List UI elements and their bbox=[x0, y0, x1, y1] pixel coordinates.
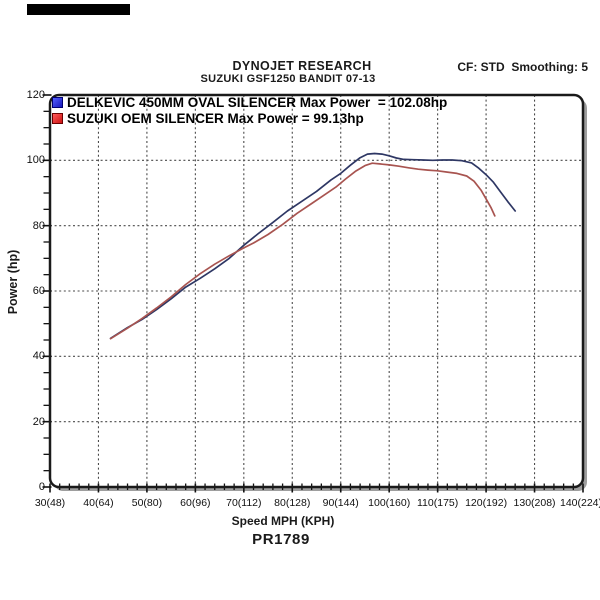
chart-title: DYNOJET RESEARCH bbox=[232, 59, 372, 73]
legend-item-oem: SUZUKI OEM SILENCER Max Power = 99.13hp bbox=[52, 111, 364, 126]
x-tick-label: 30(48) bbox=[34, 497, 66, 509]
delkevic-legend-swatch bbox=[52, 97, 63, 108]
x-tick-label: 100(160) bbox=[368, 497, 411, 509]
legend-item-delkevic: DELKEVIC 450MM OVAL SILENCER Max Power =… bbox=[52, 95, 447, 110]
cf-smoothing-label: CF: STD Smoothing: 5 bbox=[457, 60, 588, 74]
y-tick-label: 20 bbox=[32, 415, 45, 428]
y-tick-label: 80 bbox=[32, 219, 45, 232]
y-tick-label: 0 bbox=[38, 481, 45, 493]
x-tick-label: 130(208) bbox=[513, 497, 556, 509]
oem-curve bbox=[109, 162, 496, 340]
x-tick-label: 140(224) bbox=[559, 497, 600, 509]
x-tick-label: 120(192) bbox=[465, 497, 508, 509]
x-tick-label: 60(96) bbox=[180, 497, 211, 509]
x-tick-label: 80(128) bbox=[274, 497, 311, 509]
x-tick-label: 40(64) bbox=[83, 497, 114, 509]
y-tick-label: 100 bbox=[26, 154, 45, 167]
plot-frame bbox=[48, 93, 585, 489]
run-id: PR1789 bbox=[252, 531, 310, 548]
y-axis-title: Power (hp) bbox=[6, 249, 20, 315]
chart-subtitle: SUZUKI GSF1250 BANDIT 07-13 bbox=[200, 73, 376, 85]
y-tick-label: 60 bbox=[32, 285, 45, 297]
x-tick-label: 70(112) bbox=[226, 497, 262, 509]
oem-legend-label: SUZUKI OEM SILENCER Max Power = 99.13hp bbox=[67, 111, 364, 126]
y-tick-label: 40 bbox=[32, 350, 45, 363]
delkevic-curve bbox=[109, 152, 517, 340]
x-tick-label: 90(144) bbox=[322, 497, 359, 509]
redaction-bar bbox=[27, 4, 130, 15]
x-axis-title: Speed MPH (KPH) bbox=[231, 514, 335, 528]
plot-plate bbox=[50, 95, 583, 487]
delkevic-legend-label: DELKEVIC 450MM OVAL SILENCER Max Power =… bbox=[67, 95, 448, 110]
y-tick-label: 120 bbox=[26, 89, 45, 101]
x-tick-label: 50(80) bbox=[131, 497, 163, 509]
oem-legend-swatch bbox=[52, 113, 63, 124]
x-tick-label: 110(175) bbox=[416, 497, 459, 509]
